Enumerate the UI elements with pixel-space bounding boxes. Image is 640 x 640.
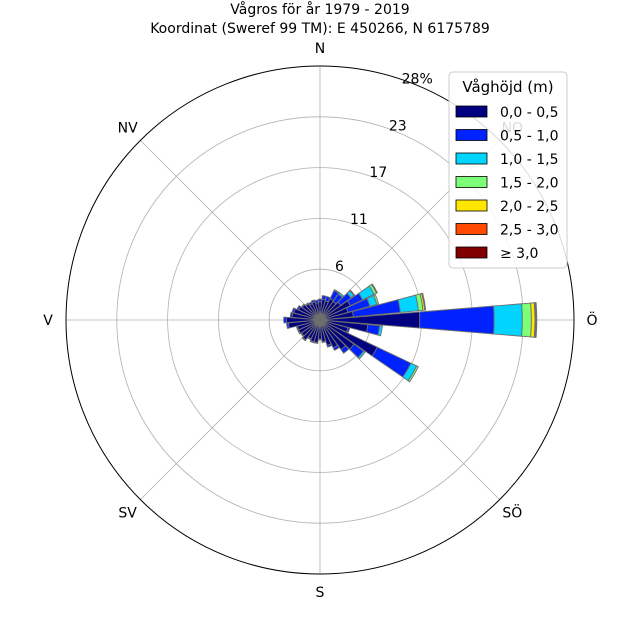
bar-sector-100-bin-2 bbox=[377, 325, 383, 337]
bar-sector-50-bin-3 bbox=[349, 289, 356, 297]
bar-sector-100-bin-1 bbox=[365, 324, 381, 336]
bar-sector-160-bin-1 bbox=[326, 343, 333, 348]
bar-sector-90-bin-2 bbox=[493, 303, 523, 337]
radial-tick-label-1: 11 bbox=[350, 212, 368, 228]
bar-sector-70-bin-3 bbox=[373, 294, 380, 305]
legend-label-0: 0,0 - 0,5 bbox=[500, 105, 558, 121]
bar-sector-90-bin-3 bbox=[521, 302, 532, 338]
radial-tick-label-0: 6 bbox=[335, 259, 344, 275]
grid-spoke-7 bbox=[140, 140, 321, 321]
legend-swatch-4 bbox=[455, 199, 488, 212]
legend-label-1: 0,5 - 1,0 bbox=[500, 129, 558, 145]
bar-sector-290-bin-1 bbox=[291, 307, 296, 314]
bar-sector-0-bin-1 bbox=[317, 298, 323, 303]
legend-label-4: 2,0 - 2,5 bbox=[500, 199, 558, 215]
direction-label-4: S bbox=[316, 585, 325, 601]
bar-sector-120-bin-1 bbox=[371, 346, 412, 378]
direction-label-2: Ö bbox=[586, 311, 597, 329]
grid-spoke-5 bbox=[140, 319, 321, 500]
bar-sector-310-bin-1 bbox=[300, 303, 306, 309]
bar-sector-300-bin-1 bbox=[296, 304, 302, 311]
radial-tick-label-2: 17 bbox=[369, 165, 387, 181]
legend-title: Våghöjd (m) bbox=[462, 78, 553, 96]
bar-sector-140-bin-1 bbox=[340, 345, 350, 354]
bar-sector-350-bin-1 bbox=[314, 299, 319, 304]
bar-sector-200-bin-1 bbox=[309, 340, 315, 344]
legend-swatch-3 bbox=[455, 176, 488, 188]
bar-sector-320-bin-1 bbox=[304, 302, 310, 307]
legend-frame bbox=[448, 71, 568, 269]
legend-swatch-1 bbox=[455, 129, 488, 141]
bar-sector-80-bin-2 bbox=[397, 294, 419, 313]
radial-tick-label-3: 23 bbox=[389, 118, 407, 134]
bar-sector-30-bin-2 bbox=[333, 289, 340, 294]
legend: Våghöjd (m) 0,0 - 0,5 0,5 - 1,0 1,0 - 1,5 1… bbox=[448, 71, 568, 269]
bar-sector-180-bin-1 bbox=[317, 338, 323, 341]
bar-sector-80-bin-5 bbox=[421, 292, 427, 311]
direction-label-5: SV bbox=[118, 505, 137, 521]
radial-tick-labels: 6 11 17 23 28% bbox=[335, 71, 433, 275]
bar-sector-260-bin-1 bbox=[286, 322, 290, 330]
legend-swatch-0 bbox=[455, 105, 488, 118]
legend-label-2: 1,0 - 1,5 bbox=[500, 152, 558, 168]
direction-label-6: V bbox=[43, 313, 53, 329]
polar-frame bbox=[65, 65, 575, 575]
legend-swatch-2 bbox=[455, 152, 488, 165]
direction-label-7: NV bbox=[118, 121, 138, 137]
bar-sector-190-bin-1 bbox=[313, 341, 319, 344]
bar-sector-170-bin-1 bbox=[321, 340, 327, 344]
radial-tick-label-4: 28% bbox=[402, 71, 433, 87]
direction-label-3: SÖ bbox=[502, 503, 522, 521]
bar-sector-270-bin-1 bbox=[283, 316, 288, 324]
bar-sector-90-bin-1 bbox=[418, 305, 495, 335]
legend-entries: 0,0 - 0,5 0,5 - 1,0 1,0 - 1,5 1,5 - 2,0 2,0 … bbox=[455, 105, 558, 262]
legend-swatch-6 bbox=[455, 246, 488, 259]
chart-title: Vågros för år 1979 - 2019 bbox=[230, 1, 409, 18]
legend-label-5: 2,5 - 3,0 bbox=[500, 223, 558, 239]
legend-swatch-5 bbox=[455, 223, 488, 235]
bar-sector-280-bin-1 bbox=[289, 311, 294, 318]
bar-sector-120-bin-3 bbox=[407, 365, 419, 383]
bar-sector-220-bin-1 bbox=[301, 336, 307, 342]
rose-bars bbox=[283, 283, 538, 383]
bar-sector-60-bin-4 bbox=[370, 283, 378, 294]
bar-sector-40-bin-2 bbox=[337, 292, 345, 299]
bar-sector-130-bin-2 bbox=[357, 350, 366, 360]
chart-subtitle: Koordinat (Sweref 99 TM): E 450266, N 61… bbox=[150, 21, 490, 37]
legend-label-6: ≥ 3,0 bbox=[500, 246, 538, 262]
bar-sector-340-bin-1 bbox=[310, 299, 316, 304]
bar-sector-90-bin-6 bbox=[534, 302, 538, 338]
outer-circle bbox=[65, 65, 575, 575]
direction-label-0: N bbox=[315, 41, 325, 57]
legend-label-3: 1,5 - 2,0 bbox=[500, 176, 558, 192]
bar-sector-150-bin-1 bbox=[332, 344, 340, 351]
